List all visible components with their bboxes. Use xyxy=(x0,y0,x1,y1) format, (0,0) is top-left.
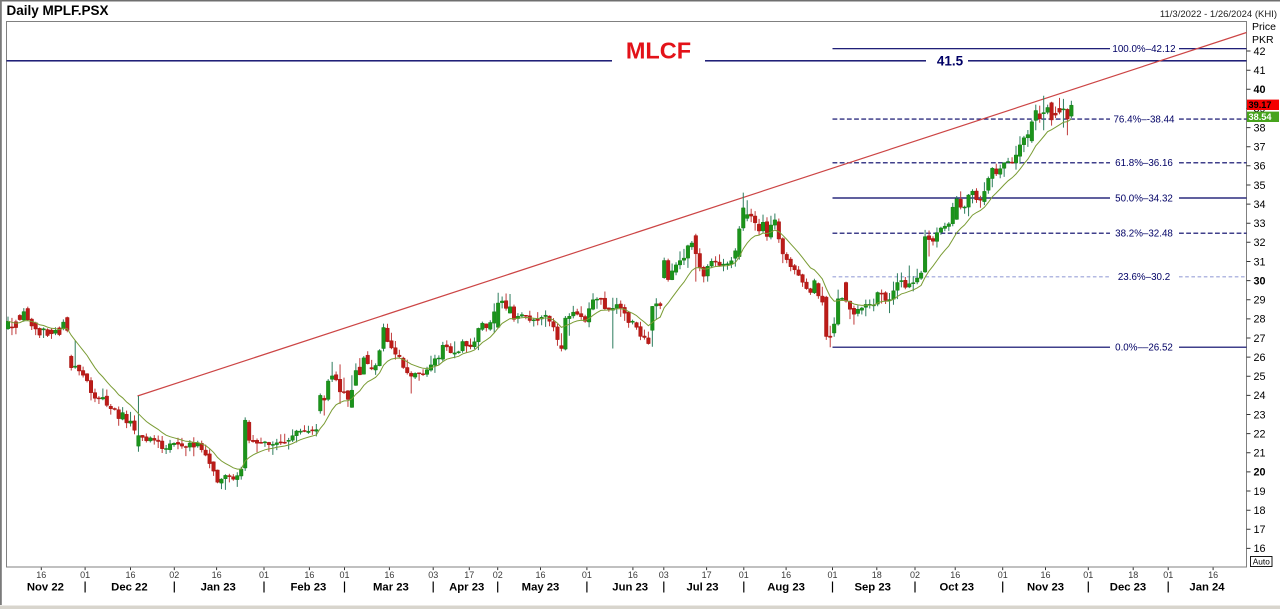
svg-text:23: 23 xyxy=(1254,409,1266,421)
svg-text:Dec 23: Dec 23 xyxy=(1110,582,1146,594)
svg-text:16: 16 xyxy=(781,570,791,580)
svg-text:11/3/2022 - 1/26/2024 (KHI): 11/3/2022 - 1/26/2024 (KHI) xyxy=(1160,9,1277,20)
svg-text:01: 01 xyxy=(739,570,749,580)
svg-text:42: 42 xyxy=(1254,46,1266,58)
svg-text:100.0%–42.12: 100.0%–42.12 xyxy=(1112,44,1175,55)
svg-text:MLCF: MLCF xyxy=(626,38,691,64)
svg-text:01: 01 xyxy=(259,570,269,580)
svg-text:36: 36 xyxy=(1254,161,1266,173)
svg-text:16: 16 xyxy=(1208,570,1218,580)
svg-text:01: 01 xyxy=(1083,570,1093,580)
svg-text:02: 02 xyxy=(493,570,503,580)
svg-text:23.6%–30.2: 23.6%–30.2 xyxy=(1118,272,1170,283)
svg-text:PKR: PKR xyxy=(1252,34,1274,46)
svg-text:Jun 23: Jun 23 xyxy=(612,582,648,594)
svg-text:16: 16 xyxy=(212,570,222,580)
svg-text:18: 18 xyxy=(872,570,882,580)
svg-text:16: 16 xyxy=(535,570,545,580)
svg-text:16: 16 xyxy=(36,570,46,580)
svg-text:Daily MPLF.PSX: Daily MPLF.PSX xyxy=(7,3,109,18)
svg-text:38.2%–32.48: 38.2%–32.48 xyxy=(1115,229,1173,240)
svg-text:17: 17 xyxy=(1254,524,1266,536)
svg-text:16: 16 xyxy=(304,570,314,580)
svg-text:18: 18 xyxy=(1254,505,1266,517)
svg-text:21: 21 xyxy=(1254,448,1266,460)
svg-text:Feb 23: Feb 23 xyxy=(291,582,327,594)
svg-text:25: 25 xyxy=(1254,371,1266,383)
svg-text:Dec 22: Dec 22 xyxy=(111,582,147,594)
svg-text:30: 30 xyxy=(1254,275,1266,287)
svg-text:31: 31 xyxy=(1254,256,1266,268)
svg-text:35: 35 xyxy=(1254,180,1266,192)
svg-text:19: 19 xyxy=(1254,486,1266,498)
svg-text:16: 16 xyxy=(628,570,638,580)
svg-text:Nov 23: Nov 23 xyxy=(1027,582,1064,594)
svg-text:Apr 23: Apr 23 xyxy=(449,582,484,594)
svg-text:Jul 23: Jul 23 xyxy=(686,582,718,594)
svg-text:01: 01 xyxy=(998,570,1008,580)
svg-text:27: 27 xyxy=(1254,333,1266,345)
svg-text:Jan 23: Jan 23 xyxy=(201,582,236,594)
svg-text:Jan 24: Jan 24 xyxy=(1189,582,1225,594)
svg-text:24: 24 xyxy=(1254,390,1266,402)
svg-text:02: 02 xyxy=(910,570,920,580)
svg-text:Nov 22: Nov 22 xyxy=(27,582,64,594)
svg-text:17: 17 xyxy=(464,570,474,580)
svg-text:29: 29 xyxy=(1254,295,1266,307)
svg-text:61.8%–36.16: 61.8%–36.16 xyxy=(1115,158,1173,169)
svg-text:May 23: May 23 xyxy=(522,582,560,594)
svg-text:01: 01 xyxy=(1163,570,1173,580)
svg-text:0.0%––26.52: 0.0%––26.52 xyxy=(1115,343,1173,354)
svg-text:01: 01 xyxy=(80,570,90,580)
svg-text:16: 16 xyxy=(384,570,394,580)
svg-text:76.4%–-38.44: 76.4%–-38.44 xyxy=(1113,115,1175,126)
svg-text:Price: Price xyxy=(1252,21,1276,33)
svg-text:39.17: 39.17 xyxy=(1249,100,1272,110)
svg-text:40: 40 xyxy=(1254,84,1266,96)
svg-text:17: 17 xyxy=(702,570,712,580)
svg-text:02: 02 xyxy=(169,570,179,580)
svg-text:01: 01 xyxy=(582,570,592,580)
svg-text:37: 37 xyxy=(1254,142,1266,154)
svg-text:28: 28 xyxy=(1254,314,1266,326)
svg-text:Aug 23: Aug 23 xyxy=(767,582,805,594)
svg-text:03: 03 xyxy=(659,570,669,580)
svg-text:Oct 23: Oct 23 xyxy=(940,582,975,594)
svg-text:Auto: Auto xyxy=(1253,556,1270,566)
svg-text:41.5: 41.5 xyxy=(937,53,964,68)
svg-text:32: 32 xyxy=(1254,237,1266,249)
svg-text:18: 18 xyxy=(1128,570,1138,580)
svg-text:20: 20 xyxy=(1254,467,1266,479)
svg-text:33: 33 xyxy=(1254,218,1266,230)
svg-text:16: 16 xyxy=(950,570,960,580)
svg-text:16: 16 xyxy=(125,570,135,580)
svg-text:34: 34 xyxy=(1254,199,1266,211)
svg-text:38: 38 xyxy=(1254,122,1266,134)
svg-text:03: 03 xyxy=(428,570,438,580)
svg-text:50.0%–34.32: 50.0%–34.32 xyxy=(1115,193,1173,204)
svg-text:22: 22 xyxy=(1254,428,1266,440)
svg-text:01: 01 xyxy=(339,570,349,580)
svg-text:41: 41 xyxy=(1254,65,1266,77)
svg-text:38.54: 38.54 xyxy=(1249,112,1273,122)
svg-text:01: 01 xyxy=(827,570,837,580)
svg-text:Sep 23: Sep 23 xyxy=(854,582,890,594)
svg-text:16: 16 xyxy=(1040,570,1050,580)
svg-text:Mar 23: Mar 23 xyxy=(373,582,409,594)
svg-text:16: 16 xyxy=(1254,543,1266,555)
svg-text:26: 26 xyxy=(1254,352,1266,364)
